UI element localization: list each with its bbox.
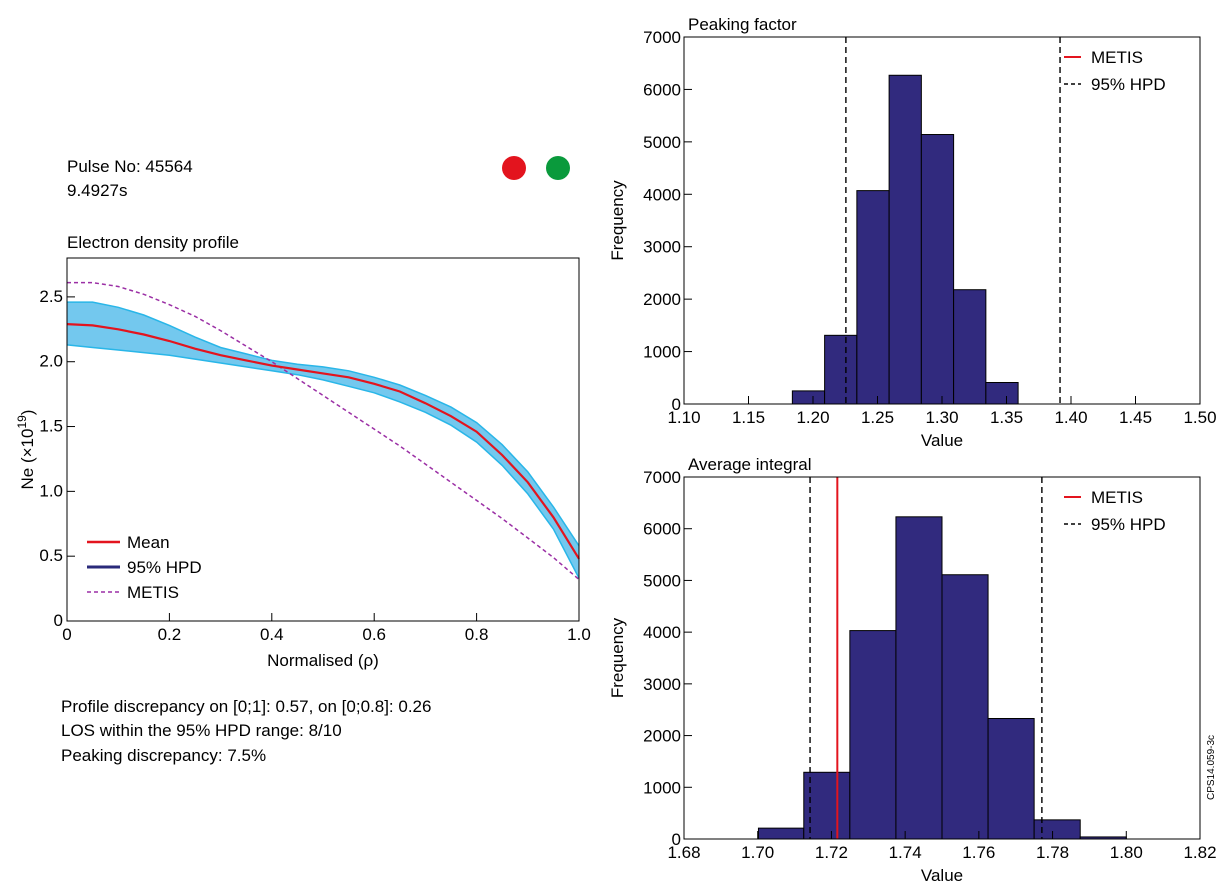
profile-discrepancy-text: Profile discrepancy on [0;1]: 0.57, on [… — [61, 697, 432, 716]
integral-x-tick-label: 1.68 — [667, 843, 700, 862]
integral-title: Average integral — [688, 455, 812, 474]
legend-metis-label: METIS — [127, 583, 179, 602]
integral-bar — [987, 718, 1035, 840]
y-tick-label: 2.5 — [39, 287, 63, 306]
x-tick-label: 0.4 — [260, 625, 284, 644]
y-tick-label: 2.0 — [39, 352, 63, 371]
integral-y-tick-label: 4000 — [643, 623, 681, 642]
integral-bar — [757, 827, 805, 840]
integral-y-tick-label: 0 — [672, 830, 681, 849]
x-tick-label: 0.8 — [465, 625, 489, 644]
peaking-x-tick-label: 1.25 — [861, 408, 894, 427]
integral-x-tick-label: 1.82 — [1183, 843, 1216, 862]
peaking-x-tick-label: 1.40 — [1054, 408, 1087, 427]
legend-hpd-label: 95% HPD — [127, 558, 202, 577]
integral-x-tick-label: 1.76 — [962, 843, 995, 862]
profile-chart-title: Electron density profile — [67, 233, 239, 252]
y-tick-label: 0.5 — [39, 546, 63, 565]
status-indicator-green — [546, 156, 570, 180]
peaking-legend-hpd-label: 95% HPD — [1091, 75, 1166, 94]
legend-mean-label: Mean — [127, 533, 170, 552]
peaking-y-tick-label: 1000 — [643, 343, 681, 362]
peaking-x-tick-label: 1.20 — [796, 408, 829, 427]
y-tick-label: 0 — [54, 611, 63, 630]
pulse-time: 9.4927s — [67, 181, 128, 200]
hpd-lower-edge — [66, 344, 580, 579]
peaking-bar — [888, 74, 922, 405]
x-tick-label: 1.0 — [567, 625, 591, 644]
status-indicator-red — [502, 156, 526, 180]
integral-y-tick-label: 5000 — [643, 571, 681, 590]
peaking-bar — [856, 190, 890, 405]
peaking-x-tick-label: 1.50 — [1183, 408, 1216, 427]
integral-legend-hpd-label: 95% HPD — [1091, 515, 1166, 534]
peaking-x-tick-label: 1.35 — [990, 408, 1023, 427]
integral-y-axis-label: Frequency — [608, 617, 627, 698]
peaking-bar — [953, 289, 987, 405]
peaking-y-tick-label: 4000 — [643, 185, 681, 204]
los-hpd-text: LOS within the 95% HPD range: 8/10 — [61, 721, 342, 740]
pulse-number: Pulse No: 45564 — [67, 157, 193, 176]
integral-frame — [683, 476, 1201, 840]
metis-profile-line — [67, 281, 580, 581]
profile-y-axis-label: Ne (×1019) — [15, 410, 37, 490]
integral-legend-metis-label: METIS — [1091, 488, 1143, 507]
integral-y-tick-label: 1000 — [643, 778, 681, 797]
x-tick-label: 0.6 — [362, 625, 386, 644]
integral-y-tick-label: 2000 — [643, 727, 681, 746]
peaking-discrepancy-text: Peaking discrepancy: 7.5% — [61, 746, 267, 765]
peaking-y-tick-label: 0 — [672, 395, 681, 414]
peaking-y-tick-label: 6000 — [643, 80, 681, 99]
peaking-y-axis-label: Frequency — [608, 180, 627, 261]
x-tick-label: 0 — [62, 625, 71, 644]
peaking-x-tick-label: 1.30 — [925, 408, 958, 427]
integral-bar — [849, 630, 897, 840]
peaking-bar — [791, 390, 826, 405]
hpd-upper-edge — [67, 301, 580, 547]
integral-y-tick-label: 7000 — [643, 468, 681, 487]
integral-x-tick-label: 1.74 — [889, 843, 922, 862]
peaking-bar — [920, 134, 955, 405]
peaking-y-tick-label: 3000 — [643, 238, 681, 257]
peaking-bar — [824, 334, 858, 405]
integral-y-tick-label: 3000 — [643, 675, 681, 694]
mean-profile-line — [66, 323, 580, 560]
profile-x-axis-label: Normalised (ρ) — [267, 651, 379, 670]
peaking-y-tick-label: 7000 — [643, 28, 681, 47]
peaking-y-tick-label: 2000 — [643, 290, 681, 309]
peaking-x-axis-label: Value — [921, 431, 963, 450]
integral-x-axis-label: Value — [921, 866, 963, 885]
peaking-x-tick-label: 1.10 — [667, 408, 700, 427]
integral-x-tick-label: 1.70 — [741, 843, 774, 862]
peaking-legend-metis-label: METIS — [1091, 48, 1143, 67]
integral-x-tick-label: 1.80 — [1110, 843, 1143, 862]
y-tick-label: 1.5 — [39, 417, 63, 436]
peaking-title: Peaking factor — [688, 15, 797, 34]
integral-y-tick-label: 6000 — [643, 520, 681, 539]
peaking-y-tick-label: 5000 — [643, 133, 681, 152]
integral-bar — [803, 771, 851, 840]
integral-x-tick-label: 1.78 — [1036, 843, 1069, 862]
peaking-x-tick-label: 1.15 — [732, 408, 765, 427]
integral-x-tick-label: 1.72 — [815, 843, 848, 862]
profile-plot-frame — [66, 257, 580, 622]
integral-bar — [1033, 819, 1081, 840]
peaking-bar — [985, 382, 1019, 405]
x-tick-label: 0.2 — [158, 625, 182, 644]
y-tick-label: 1.0 — [39, 481, 63, 500]
integral-bar — [941, 574, 989, 840]
integral-bar — [895, 516, 943, 840]
peaking-x-tick-label: 1.45 — [1119, 408, 1152, 427]
